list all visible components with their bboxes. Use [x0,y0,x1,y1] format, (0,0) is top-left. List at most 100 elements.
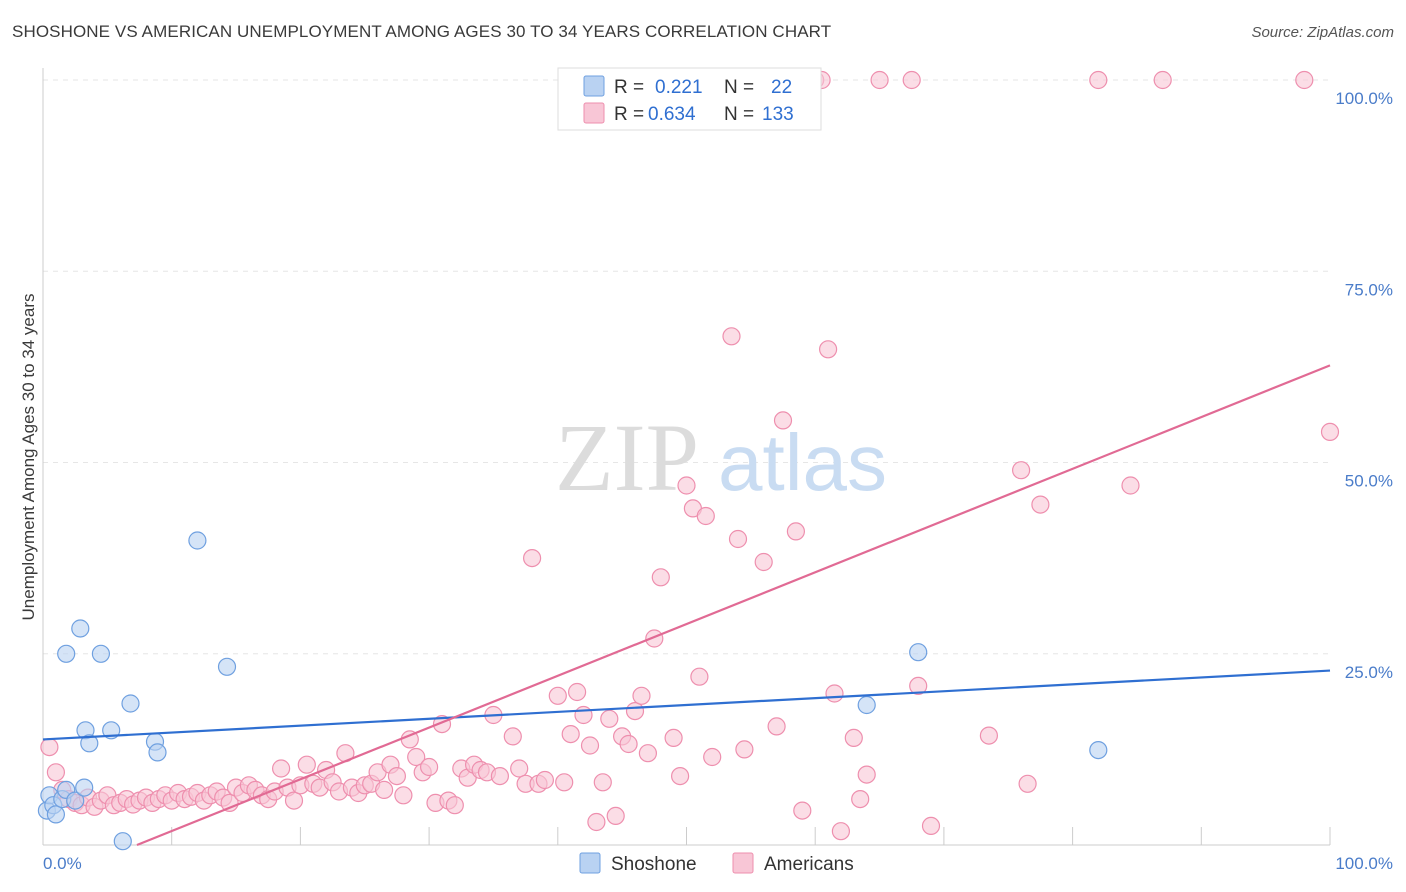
legend-r-label-2: R = [614,104,644,125]
americans-point-91 [638,744,658,763]
americans-point-95 [670,766,690,786]
americans-point-124 [1031,495,1050,514]
americans-point-128 [1295,70,1314,90]
americans-point-38 [284,791,304,810]
americans-point-83 [587,812,606,832]
americans-point-52 [375,780,394,800]
legend-n-label-2: N = [724,104,754,125]
americans-point-121 [979,726,999,745]
y-tick-label-3: 100.0% [1335,89,1393,108]
americans-point-57 [407,747,426,767]
legend-n-value-2: 133 [762,104,794,125]
americans-point-79 [561,724,580,744]
americans-point-40 [297,755,316,774]
americans-point-70 [490,766,509,786]
shoshone-point-16 [148,743,167,762]
americans-point-106 [786,522,806,541]
americans-point-82 [580,736,600,755]
americans-point-88 [619,734,638,754]
grid [42,79,1331,846]
y-tick-label-0: 25.0% [1345,663,1393,682]
shoshone-point-8 [57,644,76,663]
americans-point-119 [921,816,941,836]
americans-point-104 [767,717,786,736]
americans-point-110 [818,340,838,359]
americans-point-1 [46,763,66,782]
legend-r-label-1: R = [614,77,644,98]
y-tick-label-2: 75.0% [1345,280,1393,299]
shoshone-point-9 [71,619,90,638]
series-legend: Shoshone Americans [579,852,854,875]
bottom-legend-swatch-americans [732,852,754,874]
shoshone-point-3 [46,805,66,824]
shoshone-point-7 [75,778,94,797]
americans-point-111 [825,684,844,703]
americans-point-125 [1089,70,1108,90]
americans-point-103 [754,552,773,572]
americans-point-63 [445,796,464,815]
americans-point-80 [567,682,587,702]
americans-point-81 [574,705,593,725]
americans-point-55 [394,786,413,805]
americans-point-116 [870,70,889,90]
shoshone-point-14 [121,694,140,713]
americans-point-100 [703,747,722,767]
americans-point-71 [503,727,522,746]
legend-n-label-1: N = [724,77,754,98]
shoshone-point-20 [857,695,876,715]
americans-point-105 [773,411,793,430]
y-axis-ticks: 25.0% 50.0% 75.0% 100.0% [1335,89,1393,682]
americans-point-101 [728,529,748,549]
americans-point-86 [606,806,625,826]
legend-r-value-1: 0.221 [655,77,703,98]
americans-point-112 [831,822,851,841]
americans-point-107 [793,801,812,820]
americans-point-54 [387,766,406,786]
americans-point-84 [593,773,612,792]
shoshone-point-10 [91,644,111,663]
americans-point-98 [690,667,709,686]
americans-point-102 [735,740,754,759]
shoshone-points [37,531,1108,851]
americans-point-114 [851,789,870,809]
watermark-atlas: atlas [718,418,887,507]
americans-point-120 [722,327,741,346]
x-axis-ticks: 0.0% 100.0% [43,854,1393,873]
shoshone-point-12 [80,734,99,753]
legend-n-value-1: 22 [771,77,792,98]
americans-point-94 [664,728,683,748]
americans-point-74 [522,548,542,568]
chart-title: SHOSHONE VS AMERICAN UNEMPLOYMENT AMONG … [12,22,832,41]
y-tick-label-1: 50.0% [1345,472,1393,491]
shoshone-point-17 [188,531,207,550]
x-tick-label-0: 0.0% [43,854,82,873]
americans-point-77 [548,686,567,705]
americans-point-123 [1011,461,1031,480]
bottom-legend-label-shoshone: Shoshone [611,854,697,875]
americans-point-129 [1320,422,1340,441]
shoshone-point-21 [909,643,928,662]
americans-point-78 [555,773,574,792]
americans-point-118 [909,676,928,696]
bottom-legend-swatch-shoshone [579,852,601,874]
americans-trend-line [136,364,1331,847]
y-axis-label: Unemployment Among Ages 30 to 34 years [19,294,38,621]
americans-point-59 [420,757,439,777]
x-tick-label-1: 100.0% [1335,854,1393,873]
shoshone-point-19 [113,832,132,851]
americans-point-76 [535,770,555,790]
americans-point-126 [1121,476,1140,495]
americans-point-122 [1018,774,1037,793]
shoshone-point-22 [1089,740,1108,760]
americans-point-85 [600,709,619,728]
source-label: Source: ZipAtlas.com [1251,24,1394,41]
legend-r-value-2: 0.634 [648,104,696,125]
americans-point-36 [272,759,291,778]
americans-point-90 [632,686,651,705]
americans-point-0 [40,737,59,757]
americans-point-72 [510,759,529,778]
legend-swatch-shoshone [583,75,605,97]
americans-point-96 [677,476,696,495]
americans-point-93 [651,568,670,587]
